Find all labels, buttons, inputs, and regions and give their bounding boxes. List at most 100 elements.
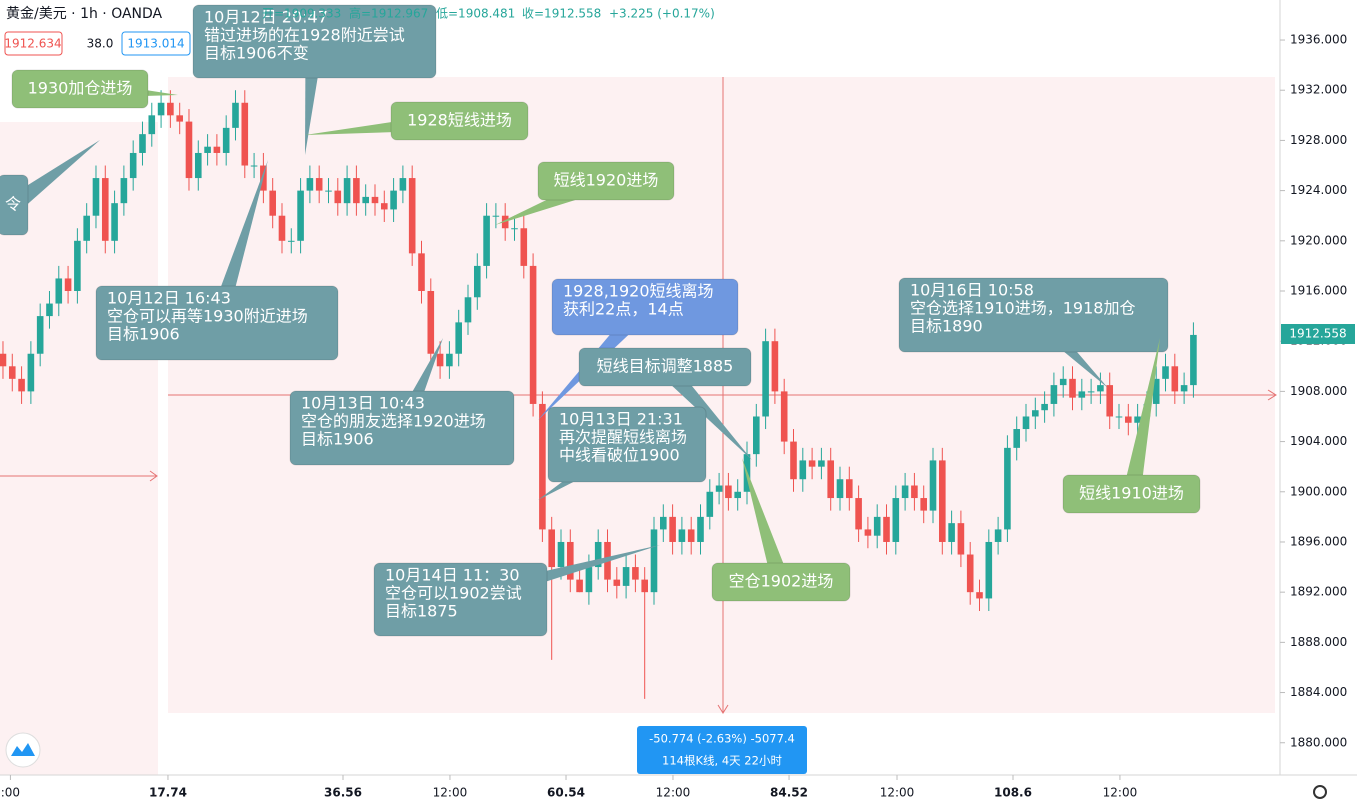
candle-body	[846, 479, 853, 499]
candle-body	[632, 567, 639, 580]
candle-body	[1087, 391, 1095, 393]
candle-body	[101, 178, 109, 241]
candle-body	[1180, 385, 1188, 392]
measure-box	[637, 726, 807, 774]
candle-body	[1069, 378, 1076, 398]
candle-body	[436, 353, 444, 367]
x-tick-label: 12:00	[1103, 786, 1138, 800]
callout-text: 目标1875	[385, 602, 458, 621]
callout-pointer	[742, 458, 790, 585]
candle-body	[232, 102, 239, 128]
candle-body	[808, 460, 816, 467]
candle-body	[622, 567, 630, 586]
x-tick-label: 12:00	[656, 786, 691, 800]
logo[interactable]	[5, 732, 41, 768]
arrow-head	[717, 704, 729, 714]
y-tick-label: 1888.000	[1290, 635, 1347, 649]
candle-body	[948, 523, 955, 542]
candle-body	[0, 353, 7, 367]
candle-body	[678, 529, 686, 542]
callout-text: 空仓可以1902尝试	[385, 584, 522, 603]
candle-body	[1171, 366, 1179, 392]
candle-body	[957, 523, 965, 555]
callout-box	[578, 347, 752, 387]
callout-text: 空仓的朋友选择1920进场	[301, 412, 486, 431]
candle-body	[111, 203, 118, 241]
callout-text: 1928,1920短线离场	[563, 282, 714, 301]
callout-text: 10月13日 21:31	[559, 410, 683, 429]
candle-body	[362, 196, 369, 204]
callout-text: 目标1906不变	[204, 44, 309, 63]
callout-text: 空仓选择1910进场，1918加仓	[910, 299, 1135, 318]
callout-pointer	[7, 140, 101, 213]
candle-body	[129, 152, 137, 179]
y-tick-label: 1920.000	[1290, 233, 1347, 247]
x-tick-label: 17.74	[149, 786, 187, 800]
candle-body	[864, 529, 872, 536]
candle-body	[1115, 416, 1123, 418]
candle-body	[427, 291, 435, 354]
callout-text: 目标1890	[910, 317, 983, 336]
candle-body	[390, 190, 397, 210]
callout-text: 1930加仓进场	[28, 79, 133, 98]
x-tick-label: 84.52	[770, 786, 808, 800]
candle-body	[818, 460, 825, 467]
callout-box	[192, 4, 437, 79]
candle-body	[827, 460, 835, 499]
candle-body	[250, 165, 258, 167]
candle-body	[408, 178, 416, 254]
callout-text: 10月16日 10:58	[910, 281, 1034, 300]
candle-body	[687, 529, 695, 542]
candle-body	[613, 579, 621, 586]
bid-badge	[4, 31, 63, 56]
candle-body	[790, 441, 797, 480]
candle-body	[548, 529, 555, 568]
candle-body	[1032, 410, 1039, 417]
candle-body	[501, 215, 509, 229]
candle-body	[650, 529, 658, 593]
candle-body	[920, 498, 928, 511]
candle-body	[83, 215, 90, 241]
x-tick-label: 108.6	[994, 786, 1032, 800]
candle-body	[901, 485, 909, 499]
candle-body	[1022, 416, 1030, 430]
candle-body	[985, 541, 993, 599]
candle-body	[1097, 385, 1104, 392]
candle-body	[1190, 334, 1197, 386]
candle-body	[529, 265, 537, 404]
callout-pointer	[1122, 338, 1160, 496]
candle-body	[473, 265, 481, 298]
y-tick-label: 1900.000	[1290, 484, 1347, 498]
y-tick-label: 1932.000	[1290, 83, 1347, 97]
x-tick-label: 12:00	[433, 786, 468, 800]
x-tick-label: 12:00	[880, 786, 915, 800]
candle-body	[157, 102, 165, 116]
candle-body	[120, 178, 128, 204]
candle-body	[734, 491, 741, 499]
ask-badge	[121, 31, 191, 56]
candle-body	[799, 460, 807, 480]
candle-body	[1106, 385, 1114, 417]
callout-box	[390, 101, 529, 141]
callout-text: 短线1920进场	[554, 171, 659, 190]
candle-body	[1125, 416, 1132, 423]
candle-body	[8, 366, 16, 379]
settings-icon[interactable]	[1313, 785, 1327, 799]
candle-body	[873, 516, 881, 536]
candle-body	[139, 134, 146, 153]
candle-body	[297, 190, 304, 241]
candle-body	[492, 215, 500, 217]
candle-body	[725, 485, 732, 499]
candle-body	[64, 278, 72, 292]
callout-text: 空仓可以再等1930附近进场	[107, 307, 308, 326]
candle-body	[539, 403, 546, 530]
candle-body	[715, 485, 723, 492]
callout-pointer	[208, 160, 268, 326]
candle-body	[204, 146, 211, 153]
candle-body	[92, 178, 100, 216]
y-tick-label: 1924.000	[1290, 183, 1347, 197]
candle-body	[753, 416, 760, 455]
candle-body	[994, 529, 1002, 542]
callout-text: 中线看破位1900	[559, 446, 680, 465]
callout-text: 10月13日 10:43	[301, 394, 425, 413]
